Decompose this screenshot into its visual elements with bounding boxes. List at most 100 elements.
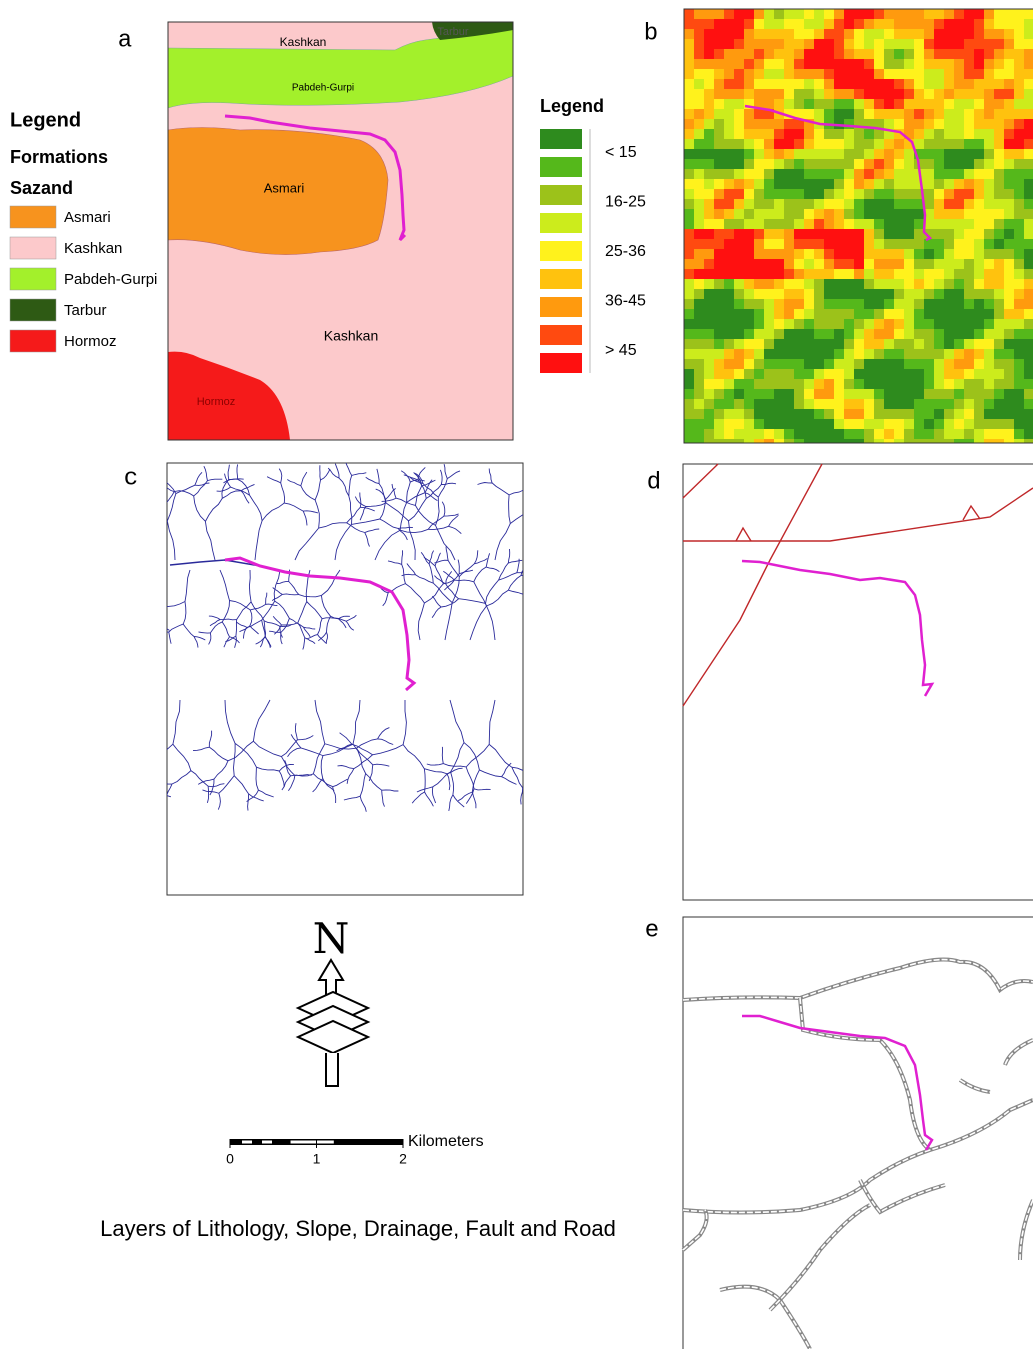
slope-cell bbox=[1014, 189, 1025, 200]
stream bbox=[229, 636, 240, 644]
slope-cell bbox=[1014, 309, 1025, 320]
stream bbox=[352, 699, 361, 745]
slope-cell bbox=[734, 299, 745, 310]
slope-cell bbox=[764, 59, 775, 70]
slope-cell bbox=[894, 399, 905, 410]
slope-cell bbox=[744, 229, 755, 240]
slope-cell bbox=[1004, 159, 1015, 170]
slope-cell bbox=[894, 289, 905, 300]
slope-cell bbox=[744, 99, 755, 110]
slope-cell bbox=[954, 139, 965, 150]
slope-cell bbox=[714, 129, 725, 140]
stream bbox=[281, 622, 298, 626]
slope-cell bbox=[994, 59, 1005, 70]
slope-cell bbox=[904, 39, 915, 50]
slope-cell bbox=[944, 359, 955, 370]
stream bbox=[364, 532, 370, 547]
slope-cell bbox=[694, 79, 705, 90]
slope-cell bbox=[1014, 259, 1025, 270]
slope-cell bbox=[794, 49, 805, 60]
slope-cell bbox=[814, 289, 825, 300]
stream bbox=[162, 464, 163, 479]
slope-cell bbox=[1014, 239, 1025, 250]
slope-cell bbox=[834, 259, 845, 270]
stream bbox=[379, 518, 399, 529]
slope-cell bbox=[824, 419, 835, 430]
slope-cell bbox=[824, 319, 835, 330]
slope-cell bbox=[784, 259, 795, 270]
slope-cell bbox=[774, 29, 785, 40]
slope-cell bbox=[1024, 139, 1033, 150]
slope-cell bbox=[1004, 89, 1015, 100]
slope-cell bbox=[954, 69, 965, 80]
slope-cell bbox=[764, 199, 775, 210]
slope-cell bbox=[804, 169, 815, 180]
slope-cell bbox=[894, 309, 905, 320]
slope-cell bbox=[924, 139, 935, 150]
slope-cell bbox=[734, 249, 745, 260]
stream bbox=[208, 783, 225, 788]
slope-cell bbox=[1014, 159, 1025, 170]
slope-cell bbox=[734, 379, 745, 390]
slope-cell bbox=[964, 239, 975, 250]
scale-bar-segment bbox=[290, 1140, 334, 1144]
slope-cell bbox=[764, 209, 775, 220]
slope-cell bbox=[884, 429, 895, 440]
river bbox=[224, 556, 417, 692]
stream bbox=[457, 791, 473, 802]
slope-cell bbox=[864, 279, 875, 290]
slope-cell bbox=[1024, 179, 1033, 190]
slope-cell bbox=[834, 139, 845, 150]
slope-cell bbox=[754, 9, 765, 20]
stream bbox=[382, 592, 389, 607]
slope-cell bbox=[964, 19, 975, 30]
slope-cell bbox=[704, 419, 715, 430]
slope-cell bbox=[714, 189, 725, 200]
slope-cell bbox=[1004, 329, 1015, 340]
slope-cell bbox=[764, 119, 775, 130]
stream bbox=[172, 699, 181, 745]
slope-cell bbox=[814, 349, 825, 360]
slope-cell bbox=[824, 439, 835, 443]
stream bbox=[486, 566, 500, 572]
slope-cell bbox=[884, 409, 895, 420]
slope-cell bbox=[1004, 319, 1015, 330]
stream bbox=[395, 497, 416, 506]
slope-cell bbox=[794, 409, 805, 420]
stream bbox=[322, 743, 354, 757]
slope-cell bbox=[944, 379, 955, 390]
stream bbox=[463, 742, 480, 771]
slope-cell bbox=[1004, 399, 1015, 410]
slope-cell bbox=[764, 79, 775, 90]
slope-cell bbox=[1014, 139, 1025, 150]
slope-cell bbox=[1014, 349, 1025, 360]
slope-cell bbox=[724, 349, 735, 360]
slope-cell bbox=[794, 119, 805, 130]
stream bbox=[304, 637, 316, 644]
slope-cell bbox=[694, 429, 705, 440]
slope-cell bbox=[974, 99, 985, 110]
slope-cell bbox=[774, 409, 785, 420]
slope-cell bbox=[954, 309, 965, 320]
slope-cell bbox=[1024, 239, 1033, 250]
slope-cell bbox=[754, 389, 765, 400]
slope-cell bbox=[844, 179, 855, 190]
stream bbox=[317, 618, 323, 635]
slope-cell bbox=[684, 189, 695, 200]
stream bbox=[469, 605, 487, 641]
slope-cell bbox=[724, 189, 735, 200]
stream bbox=[424, 768, 448, 775]
slope-cell bbox=[794, 59, 805, 70]
slope-cell bbox=[984, 29, 995, 40]
slope-cell bbox=[794, 9, 805, 20]
slope-cell bbox=[724, 329, 735, 340]
stream bbox=[405, 583, 425, 604]
slope-cell bbox=[1014, 79, 1025, 90]
slope-cell bbox=[884, 229, 895, 240]
slope-cell bbox=[964, 429, 975, 440]
stream bbox=[428, 525, 449, 531]
slope-cell bbox=[954, 209, 965, 220]
slope-cell bbox=[974, 289, 985, 300]
stream bbox=[207, 478, 223, 482]
stream bbox=[227, 740, 254, 762]
